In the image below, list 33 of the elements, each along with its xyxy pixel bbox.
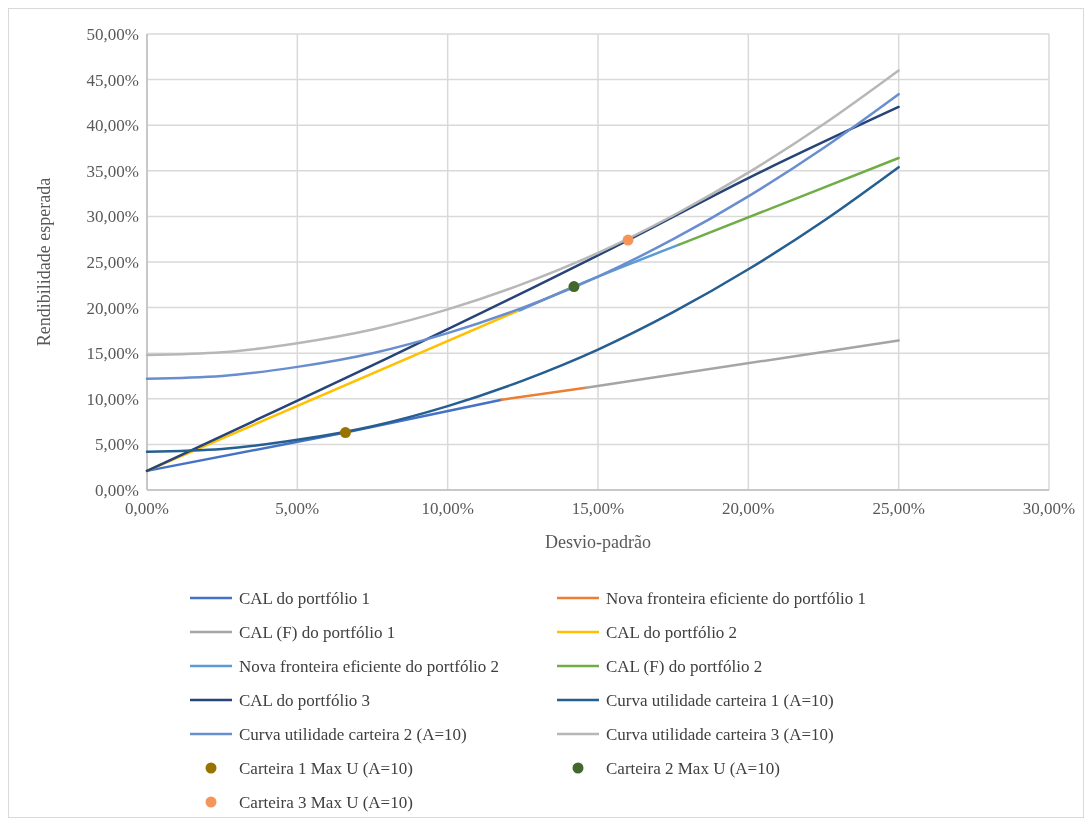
- y-tick-label: 45,00%: [86, 70, 139, 90]
- legend-label: Curva utilidade carteira 1 (A=10): [606, 690, 834, 710]
- x-tick-label: 20,00%: [722, 499, 775, 518]
- y-tick-label: 20,00%: [86, 298, 139, 318]
- legend-label: CAL do portfólio 3: [239, 690, 371, 710]
- x-tick-label: 0,00%: [125, 499, 169, 518]
- legend-label: CAL do portfólio 1: [239, 588, 371, 608]
- y-tick-label: 0,00%: [95, 480, 139, 500]
- y-tick-label: 40,00%: [86, 116, 139, 136]
- legend-label: CAL (F) do portfólio 1: [239, 622, 396, 642]
- legend-label: Carteira 1 Max U (A=10): [239, 758, 413, 778]
- y-tick-label: 25,00%: [86, 252, 139, 272]
- y-tick-label: 15,00%: [86, 344, 139, 364]
- legend-label: CAL do portfólio 2: [606, 622, 738, 642]
- legend-label: Nova fronteira eficiente do portfólio 2: [239, 656, 500, 676]
- legend-label: Nova fronteira eficiente do portfólio 1: [606, 588, 867, 608]
- x-tick-label: 10,00%: [421, 499, 474, 518]
- y-tick-label: 30,00%: [86, 207, 139, 227]
- x-tick-label: 5,00%: [275, 499, 320, 518]
- x-tick-label: 30,00%: [1022, 499, 1076, 518]
- y-axis-title: Rendibilidade esperada: [34, 177, 54, 347]
- legend-label: Curva utilidade carteira 3 (A=10): [606, 724, 834, 744]
- x-tick-label: 25,00%: [872, 499, 925, 518]
- y-tick-label: 35,00%: [86, 161, 139, 181]
- legend-label: Curva utilidade carteira 2 (A=10): [239, 724, 467, 744]
- legend-label: Carteira 3 Max U (A=10): [239, 792, 413, 812]
- y-tick-label: 5,00%: [95, 435, 139, 455]
- legend-label: Carteira 2 Max U (A=10): [606, 758, 780, 778]
- y-tick-label: 50,00%: [86, 24, 139, 44]
- legend-label: CAL (F) do portfólio 2: [606, 656, 763, 676]
- y-tick-label: 10,00%: [86, 389, 139, 409]
- x-tick-label: 15,00%: [571, 499, 625, 518]
- x-axis-title: Desvio-padrão: [545, 532, 651, 552]
